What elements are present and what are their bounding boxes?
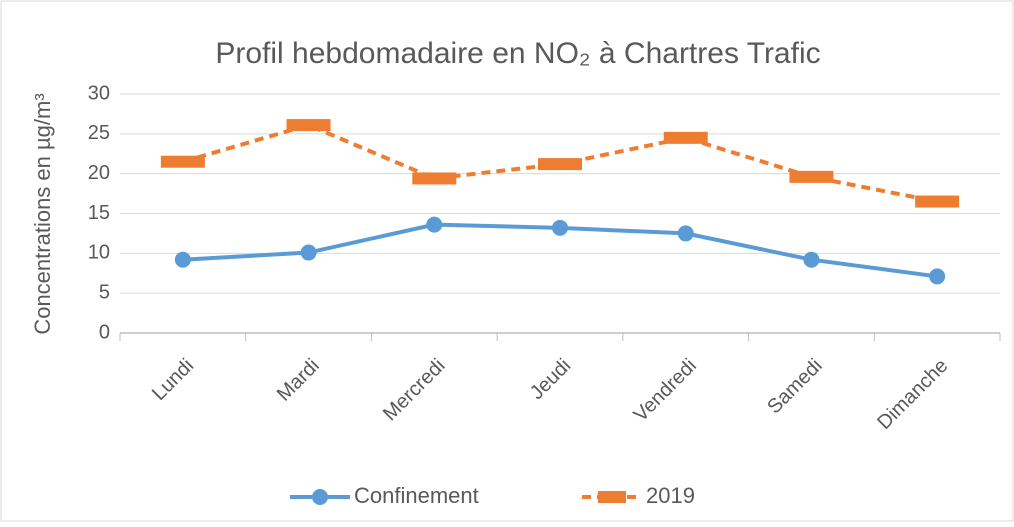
point xyxy=(663,131,708,144)
y-tick-label: 0 xyxy=(99,321,110,343)
point xyxy=(789,170,834,183)
point xyxy=(286,119,331,132)
point xyxy=(412,172,457,185)
point xyxy=(538,158,582,171)
y-tick-label: 10 xyxy=(88,242,110,264)
y-tick-label: 15 xyxy=(88,202,110,224)
point xyxy=(552,219,568,236)
point xyxy=(929,268,946,285)
chart-title: Profil hebdomadaire en NO₂ à Chartres Tr… xyxy=(215,37,820,70)
point xyxy=(803,251,820,268)
point xyxy=(300,244,317,261)
point xyxy=(426,216,443,233)
y-tick-label: 30 xyxy=(88,82,110,104)
point xyxy=(915,195,960,208)
y-tick-label: 5 xyxy=(99,281,110,303)
point xyxy=(677,225,694,242)
y-tick-label: 20 xyxy=(88,162,110,184)
y-tick-label: 25 xyxy=(88,122,110,144)
point xyxy=(160,155,205,168)
legend-label: Confinement xyxy=(354,483,479,508)
y-axis-label: Concentrations en µg/m³ xyxy=(30,93,55,334)
legend-marker xyxy=(598,491,626,503)
point xyxy=(174,251,191,268)
legend-label: 2019 xyxy=(646,483,695,508)
legend-marker xyxy=(312,489,328,505)
